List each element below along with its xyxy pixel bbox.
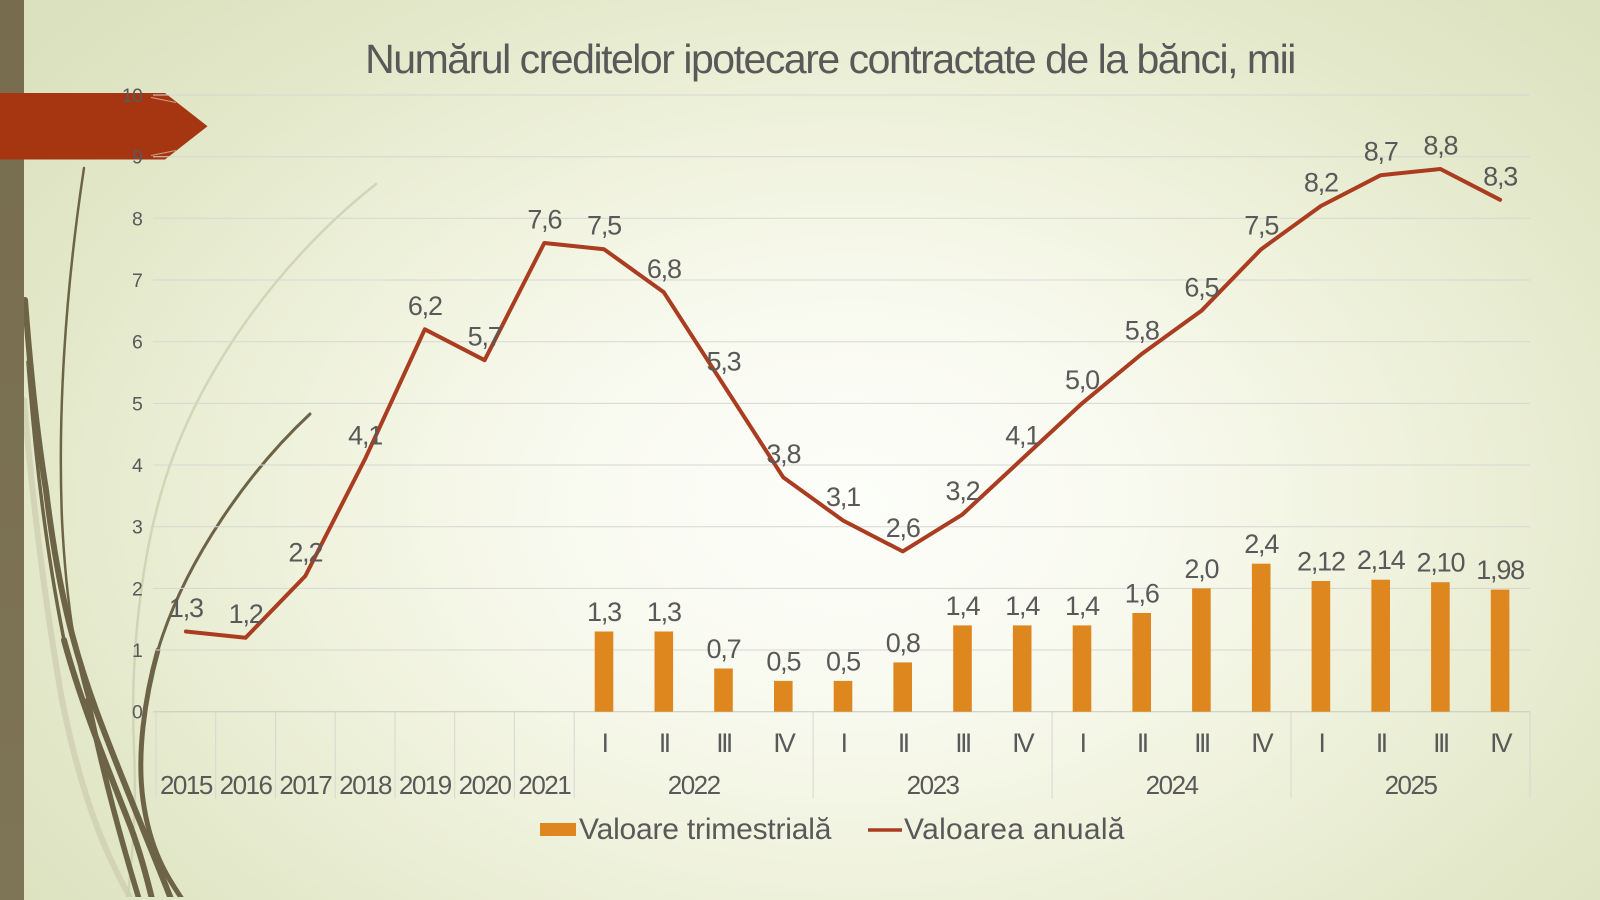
- svg-text:III: III: [1433, 728, 1448, 758]
- svg-text:5,7: 5,7: [468, 322, 502, 352]
- svg-text:8,7: 8,7: [1364, 137, 1398, 167]
- svg-text:II: II: [898, 728, 908, 758]
- svg-text:III: III: [955, 728, 970, 758]
- svg-text:III: III: [716, 728, 731, 758]
- svg-text:5,3: 5,3: [707, 346, 741, 376]
- svg-text:Valoare trimestrială: Valoare trimestrială: [579, 813, 832, 846]
- svg-text:Numărul creditelor ipotecare c: Numărul creditelor ipotecare contractate…: [365, 36, 1295, 82]
- svg-text:5: 5: [132, 393, 143, 415]
- svg-text:1,4: 1,4: [946, 591, 981, 621]
- svg-text:1,98: 1,98: [1476, 555, 1524, 585]
- svg-text:7,5: 7,5: [1244, 211, 1278, 241]
- svg-text:3,8: 3,8: [766, 439, 800, 469]
- svg-text:2,4: 2,4: [1244, 529, 1279, 559]
- svg-text:0,5: 0,5: [826, 646, 860, 676]
- svg-text:IV: IV: [1251, 728, 1274, 758]
- svg-text:2016: 2016: [220, 770, 273, 800]
- svg-text:2019: 2019: [399, 770, 452, 800]
- svg-text:8,2: 8,2: [1304, 168, 1338, 198]
- svg-text:2017: 2017: [279, 770, 332, 800]
- svg-text:4: 4: [132, 455, 143, 477]
- svg-text:0,5: 0,5: [766, 646, 800, 676]
- svg-text:3: 3: [132, 517, 142, 539]
- svg-text:6: 6: [132, 332, 142, 354]
- svg-text:4,1: 4,1: [348, 420, 382, 450]
- svg-text:I: I: [602, 728, 607, 758]
- svg-text:2015: 2015: [160, 770, 213, 800]
- svg-text:1,4: 1,4: [1005, 591, 1040, 621]
- svg-text:Valoarea anuală: Valoarea anuală: [904, 813, 1125, 846]
- svg-text:IV: IV: [1490, 728, 1513, 758]
- svg-text:8,3: 8,3: [1483, 161, 1517, 191]
- svg-text:2,14: 2,14: [1357, 545, 1406, 575]
- svg-text:6,2: 6,2: [408, 291, 442, 321]
- svg-text:0,7: 0,7: [707, 634, 741, 664]
- svg-text:6,8: 6,8: [647, 254, 681, 284]
- svg-text:III: III: [1194, 728, 1209, 758]
- svg-text:0,8: 0,8: [886, 628, 920, 658]
- svg-text:9: 9: [132, 147, 142, 169]
- svg-text:8: 8: [132, 208, 142, 230]
- svg-text:IV: IV: [773, 728, 796, 758]
- svg-text:7: 7: [132, 270, 142, 292]
- svg-text:1,3: 1,3: [647, 597, 681, 627]
- svg-text:II: II: [1376, 728, 1386, 758]
- svg-text:2,6: 2,6: [886, 513, 920, 543]
- svg-text:8,8: 8,8: [1423, 131, 1457, 161]
- svg-text:3,2: 3,2: [946, 476, 980, 506]
- svg-text:2,2: 2,2: [288, 538, 322, 568]
- svg-text:I: I: [1318, 728, 1323, 758]
- svg-text:I: I: [1080, 728, 1085, 758]
- svg-text:2023: 2023: [907, 770, 960, 800]
- svg-text:2018: 2018: [339, 770, 392, 800]
- svg-text:2,10: 2,10: [1417, 548, 1465, 578]
- svg-text:7,6: 7,6: [527, 205, 561, 235]
- svg-text:1,6: 1,6: [1125, 579, 1159, 609]
- svg-text:4,1: 4,1: [1005, 420, 1039, 450]
- svg-text:2020: 2020: [459, 770, 512, 800]
- svg-text:2025: 2025: [1385, 770, 1438, 800]
- svg-text:2024: 2024: [1146, 770, 1199, 800]
- svg-text:5,8: 5,8: [1125, 316, 1159, 346]
- svg-text:10: 10: [122, 85, 143, 107]
- svg-text:7,5: 7,5: [587, 211, 621, 241]
- svg-text:3,1: 3,1: [826, 482, 860, 512]
- svg-text:II: II: [659, 728, 669, 758]
- svg-text:I: I: [841, 728, 846, 758]
- svg-text:II: II: [1137, 728, 1147, 758]
- svg-text:2022: 2022: [668, 770, 721, 800]
- svg-text:1,4: 1,4: [1065, 591, 1100, 621]
- svg-text:6,5: 6,5: [1184, 272, 1218, 302]
- svg-text:2,12: 2,12: [1297, 547, 1345, 577]
- svg-text:0: 0: [132, 702, 143, 724]
- svg-text:1,3: 1,3: [169, 593, 203, 623]
- svg-text:1,2: 1,2: [229, 599, 263, 629]
- svg-text:2021: 2021: [518, 770, 571, 800]
- svg-text:1: 1: [132, 640, 142, 662]
- svg-text:5,0: 5,0: [1065, 365, 1099, 395]
- svg-text:IV: IV: [1012, 728, 1035, 758]
- svg-text:2,0: 2,0: [1184, 554, 1218, 584]
- svg-text:2: 2: [132, 578, 142, 600]
- svg-text:1,3: 1,3: [587, 597, 621, 627]
